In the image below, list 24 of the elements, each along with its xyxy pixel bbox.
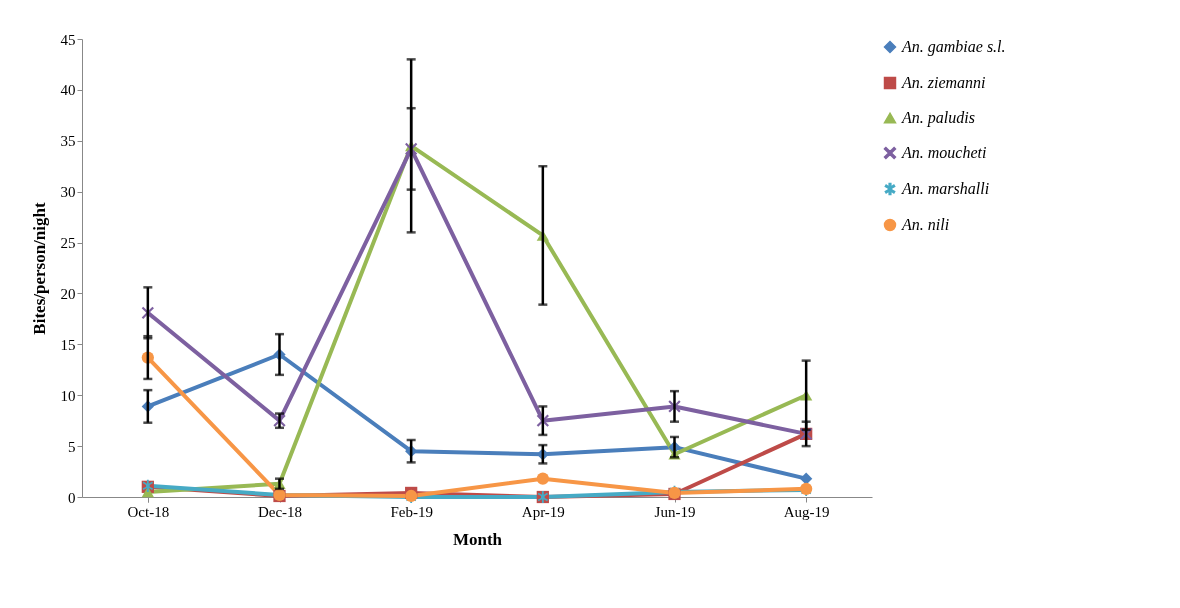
- y-tick-label: 5: [68, 438, 76, 455]
- y-tick-label: 10: [60, 387, 76, 404]
- y-tick-label: 20: [60, 285, 76, 302]
- legend-label: An. ziemanni: [901, 74, 986, 91]
- y-tick-label: 45: [60, 31, 76, 48]
- y-tick-label: 0: [68, 489, 76, 506]
- y-tick-label: 25: [60, 235, 76, 252]
- legend-label: An. moucheti: [901, 144, 987, 161]
- legend-label: An. marshalli: [901, 180, 990, 197]
- y-tick-label: 40: [60, 82, 76, 99]
- x-tick-label: Feb-19: [390, 503, 433, 520]
- x-tick-label: Aug-19: [783, 503, 830, 520]
- x-tick-label: Oct-18: [127, 503, 170, 520]
- x-tick-label: Jun-19: [654, 503, 696, 520]
- x-tick-label: Apr-19: [521, 503, 565, 520]
- y-tick-label: 35: [60, 133, 76, 150]
- x-tick-label: Dec-18: [257, 503, 303, 520]
- legend-label: An. paludis: [901, 109, 975, 127]
- legend-label: An. nili: [901, 216, 950, 233]
- y-tick-label: 15: [60, 336, 76, 353]
- legend-label: An. gambiae s.l.: [901, 38, 1006, 56]
- y-axis-title: Bites/person/night: [29, 202, 49, 335]
- x-axis-title: Month: [452, 529, 503, 549]
- y-tick-label: 30: [60, 184, 76, 201]
